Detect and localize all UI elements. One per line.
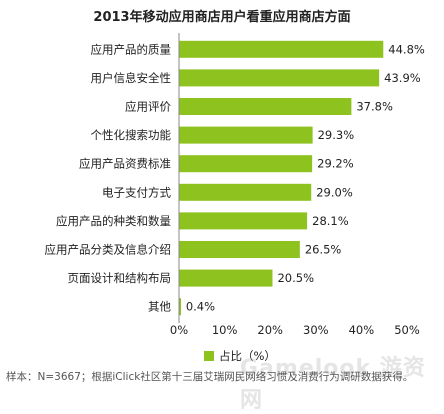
x-tick-label: 50% <box>394 323 420 337</box>
bar <box>179 212 308 230</box>
value-label: 0.4% <box>186 300 215 314</box>
category-label: 应用评价 <box>125 100 171 114</box>
value-label: 29.0% <box>316 185 353 199</box>
value-labels: 44.8% 43.9% 37.8%29.3% 29.2% 29.0% 28.1% 26.5%… <box>186 42 425 313</box>
watermark: Gamelook 游资网 <box>240 356 426 413</box>
x-tick-label: 40% <box>349 323 375 337</box>
value-label: 37.8% <box>356 100 393 114</box>
category-label: 用户信息安全性 <box>91 71 172 85</box>
category-label: 应用产品的质量 <box>91 42 172 56</box>
legend: 占比（%） <box>204 348 276 364</box>
category-label: 应用产品资费标准 <box>79 157 171 171</box>
x-axis: 0% 10% 20% 30% 40% 50% <box>170 33 420 337</box>
source-note: 样本：N=3667；根据iClick社区第十三届艾瑞网民网络习惯及消费行为调研数… <box>6 371 414 383</box>
category-label: 个性化搜索功能 <box>91 128 172 142</box>
bar <box>179 183 312 201</box>
value-label: 29.3% <box>318 128 355 142</box>
value-label: 43.9% <box>384 71 421 85</box>
value-label: 29.2% <box>317 157 354 171</box>
value-label: 28.1% <box>312 214 349 228</box>
bar <box>179 155 313 173</box>
category-label: 应用产品的种类和数量 <box>56 214 171 228</box>
value-label: 44.8% <box>388 42 425 56</box>
x-tick-label: 10% <box>212 323 238 337</box>
category-label: 页面设计和结构布局 <box>68 271 172 285</box>
x-tick-label: 0% <box>170 323 188 337</box>
bar <box>179 298 181 316</box>
bar <box>179 126 313 144</box>
value-label: 20.5% <box>277 271 314 285</box>
category-label: 应用产品分类及信息介绍 <box>45 243 172 257</box>
category-label: 电子支付方式 <box>102 185 171 199</box>
value-label: 26.5% <box>305 243 342 257</box>
bar <box>179 241 300 258</box>
bar <box>179 269 273 287</box>
bar <box>179 40 384 58</box>
legend-swatch <box>204 351 214 361</box>
category-label: 其他 <box>148 300 171 314</box>
bars-group <box>179 40 384 316</box>
x-tick-label: 30% <box>303 323 329 337</box>
bar <box>179 98 352 115</box>
category-labels: 应用产品的质量用户信息安全性应用评价个性化搜索功能应用产品资费标准电子支付方式应… <box>45 42 172 313</box>
bar <box>179 69 380 87</box>
bar-chart: 应用产品的质量用户信息安全性应用评价个性化搜索功能应用产品资费标准电子支付方式应… <box>45 33 425 337</box>
chart-title: 2013年移动应用商店用户看重应用商店方面 <box>93 10 351 25</box>
x-tick-label: 20% <box>257 323 283 337</box>
legend-label: 占比（%） <box>219 349 276 363</box>
